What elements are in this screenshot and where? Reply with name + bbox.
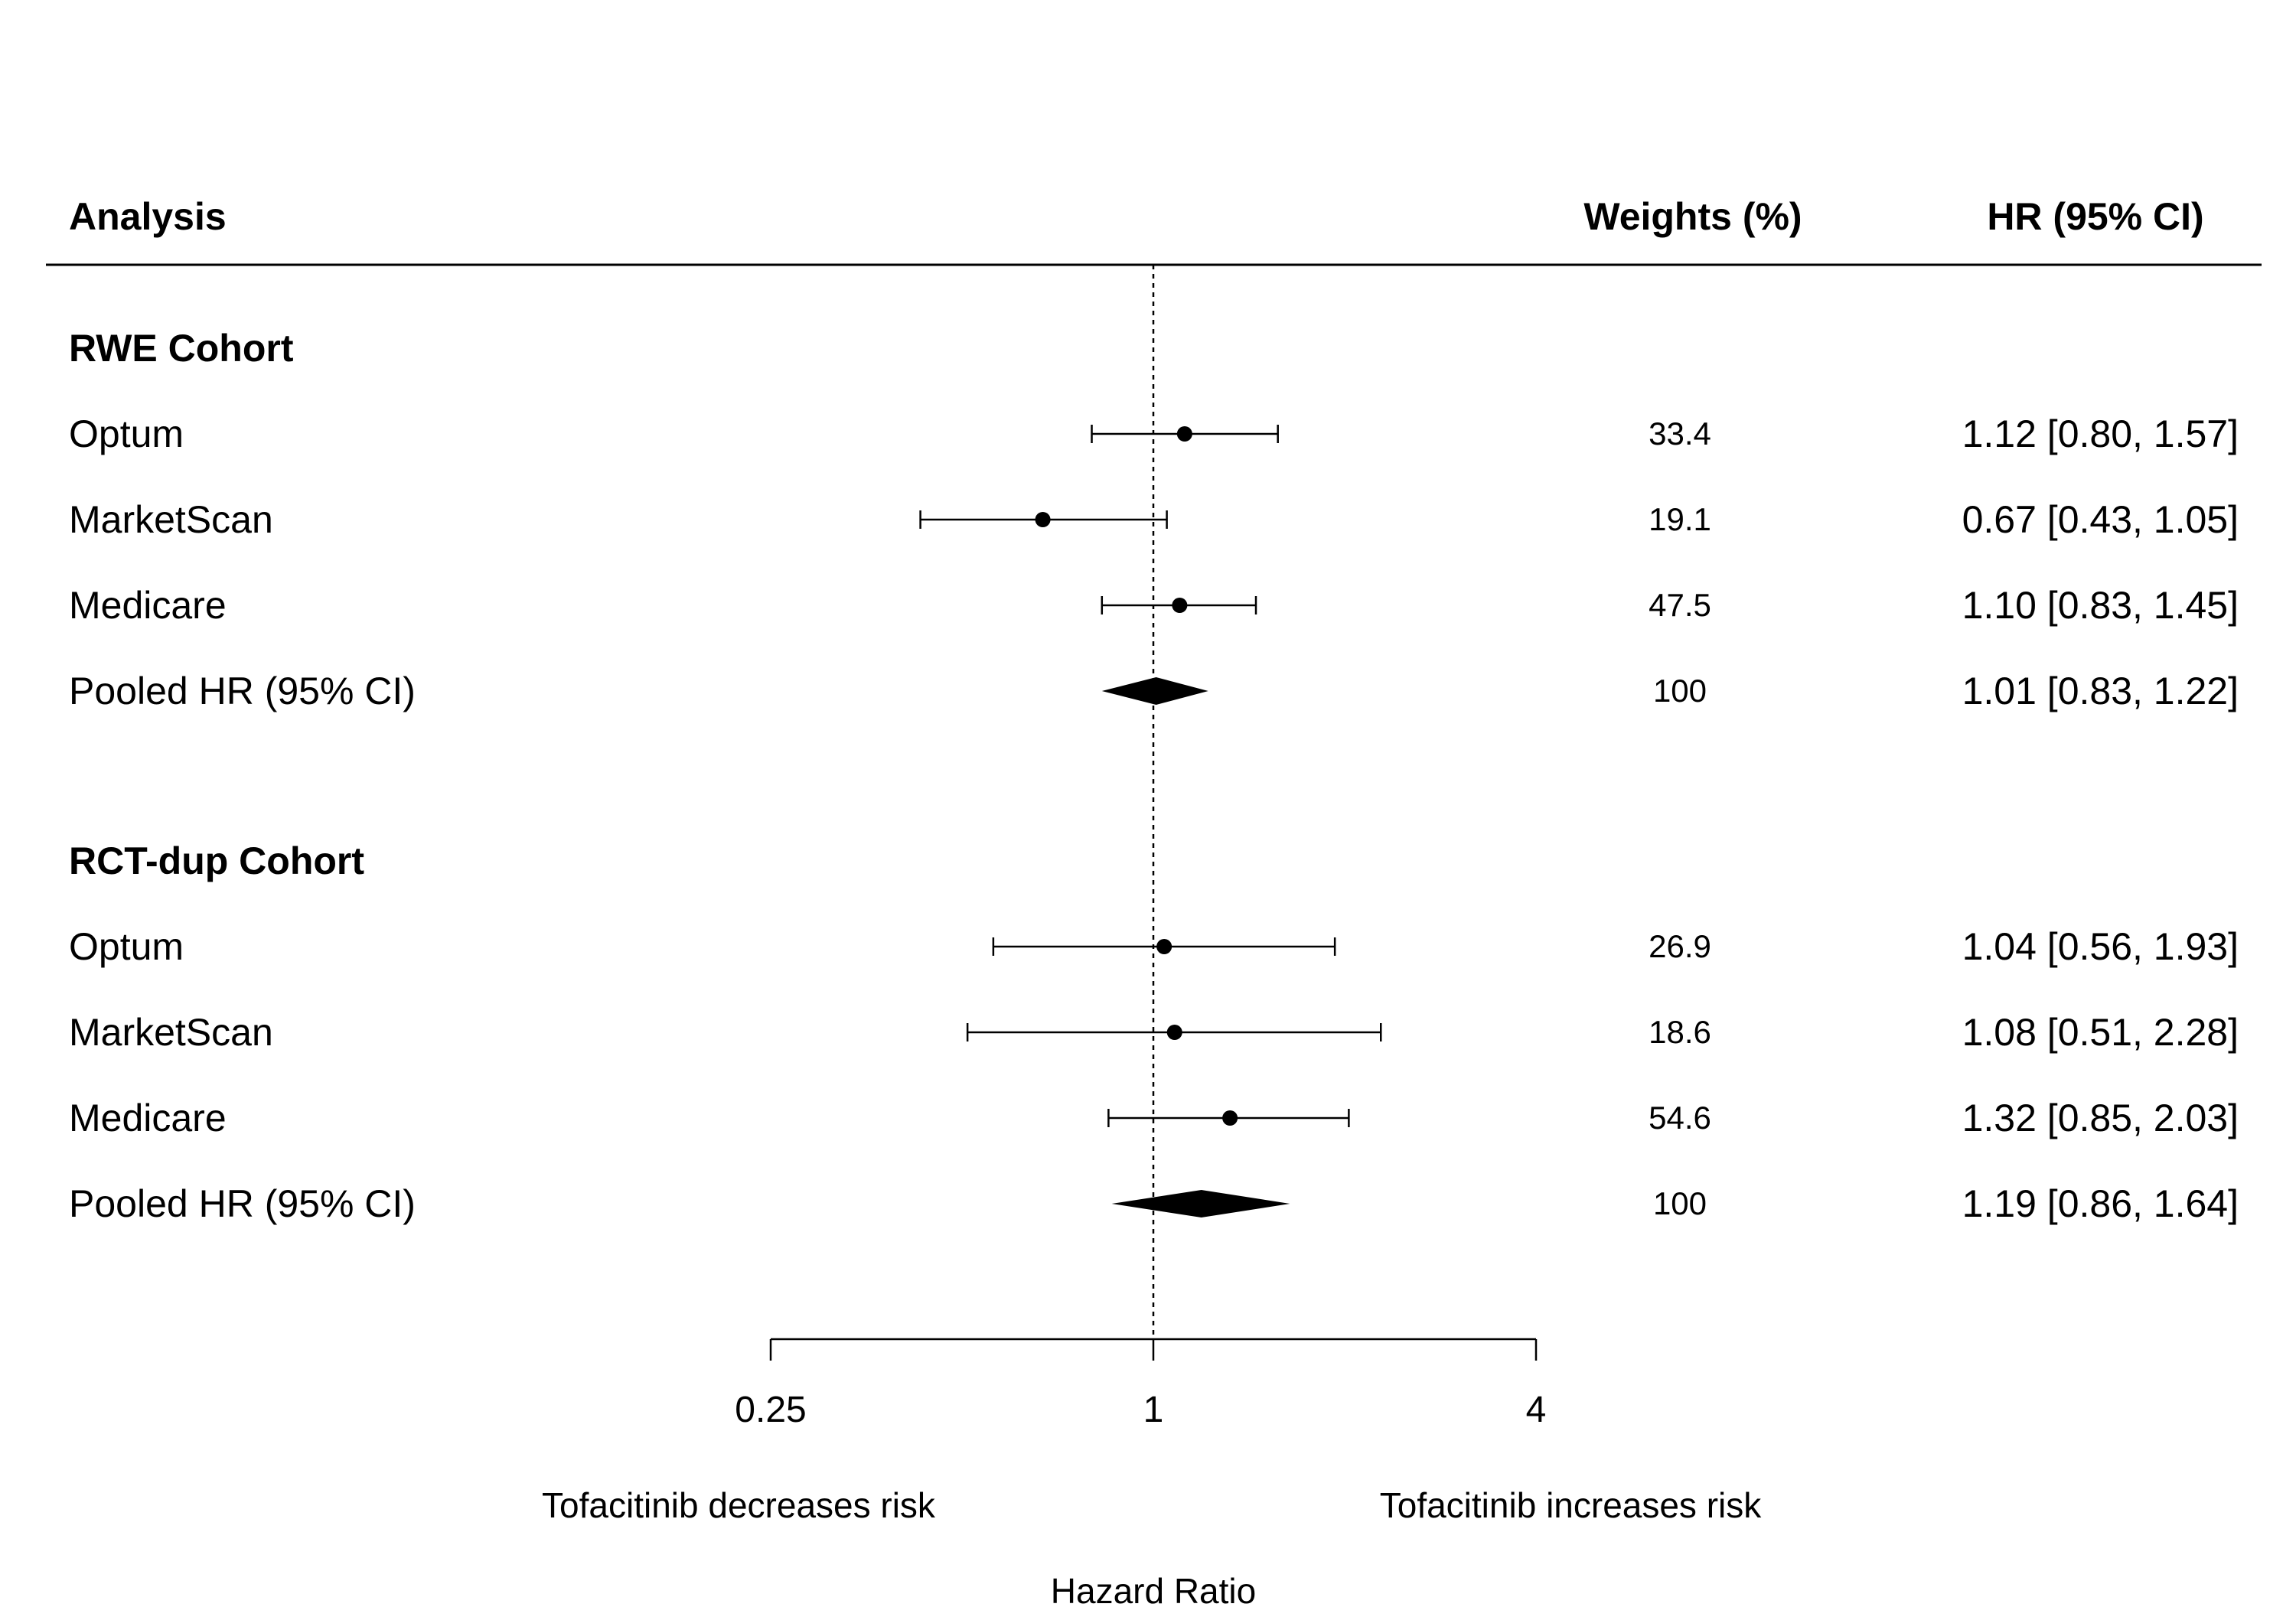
row-label: Optum [69,412,184,455]
table-row: Pooled HR (95% CI) 100 1.19 [0.86, 1.64] [69,1182,2239,1225]
row-hr-ci: 1.08 [0.51, 2.28] [1962,1011,2239,1054]
row-weight: 100 [1653,1185,1707,1221]
tick-label: 0.25 [735,1390,806,1430]
point-estimate [1222,1110,1238,1126]
row-label: MarketScan [69,1011,273,1054]
table-row: Medicare 54.6 1.32 [0.85, 2.03] [69,1097,2239,1139]
hr-column-header: HR (95% CI) [1987,195,2203,238]
row-weight: 26.9 [1649,928,1711,964]
point-estimate [1156,939,1172,954]
weights-column-header: Weights (%) [1583,195,1802,238]
point-estimate [1172,598,1188,613]
group-title: RCT-dup Cohort [69,839,364,882]
table-row: Optum 33.4 1.12 [0.80, 1.57] [69,412,2239,455]
row-hr-ci: 1.12 [0.80, 1.57] [1962,412,2239,455]
pooled-diamond [1101,677,1208,705]
rows-layer: RWE Cohort Optum 33.4 1.12 [0.80, 1.57] Mark… [69,265,2239,1339]
point-estimate [1176,426,1192,442]
analysis-column-header: Analysis [69,195,227,238]
table-row: MarketScan 19.1 0.67 [0.43, 1.05] [69,498,2239,541]
row-hr-ci: 1.32 [0.85, 2.03] [1962,1097,2239,1139]
direction-label-left: Tofacitinib decreases risk [542,1485,936,1525]
table-row: MarketScan 18.6 1.08 [0.51, 2.28] [69,1011,2239,1054]
row-hr-ci: 1.10 [0.83, 1.45] [1962,584,2239,627]
table-row: Optum 26.9 1.04 [0.56, 1.93] [69,925,2239,968]
row-weight: 47.5 [1649,587,1711,623]
row-weight: 33.4 [1649,416,1711,451]
row-weight: 54.6 [1649,1100,1711,1136]
row-weight: 19.1 [1649,501,1711,537]
tick-label: 4 [1526,1390,1547,1430]
row-label: Pooled HR (95% CI) [69,670,416,712]
pooled-diamond [1111,1190,1290,1217]
row-weight: 100 [1653,673,1707,709]
table-row: Pooled HR (95% CI) 100 1.01 [0.83, 1.22] [69,670,2239,712]
tick-label: 1 [1143,1390,1164,1430]
row-label: MarketScan [69,498,273,541]
row-hr-ci: 1.04 [0.56, 1.93] [1962,925,2239,968]
row-label: Medicare [69,584,227,627]
group-title: RWE Cohort [69,327,294,370]
row-label: Optum [69,925,184,968]
row-label: Pooled HR (95% CI) [69,1182,416,1225]
row-hr-ci: 1.19 [0.86, 1.64] [1962,1182,2239,1225]
point-estimate [1035,512,1051,527]
row-hr-ci: 1.01 [0.83, 1.22] [1962,670,2239,712]
row-label: Medicare [69,1097,227,1139]
row-weight: 18.6 [1649,1014,1711,1050]
row-hr-ci: 0.67 [0.43, 1.05] [1962,498,2239,541]
x-axis: 0.25 1 4 Tofacitinib decreases risk Tofaciti… [542,1338,1763,1607]
point-estimate [1166,1025,1182,1040]
table-row: Medicare 47.5 1.10 [0.83, 1.45] [69,584,2239,627]
direction-label-right: Tofacitinib increases risk [1380,1485,1763,1525]
x-axis-title: Hazard Ratio [1051,1571,1256,1607]
